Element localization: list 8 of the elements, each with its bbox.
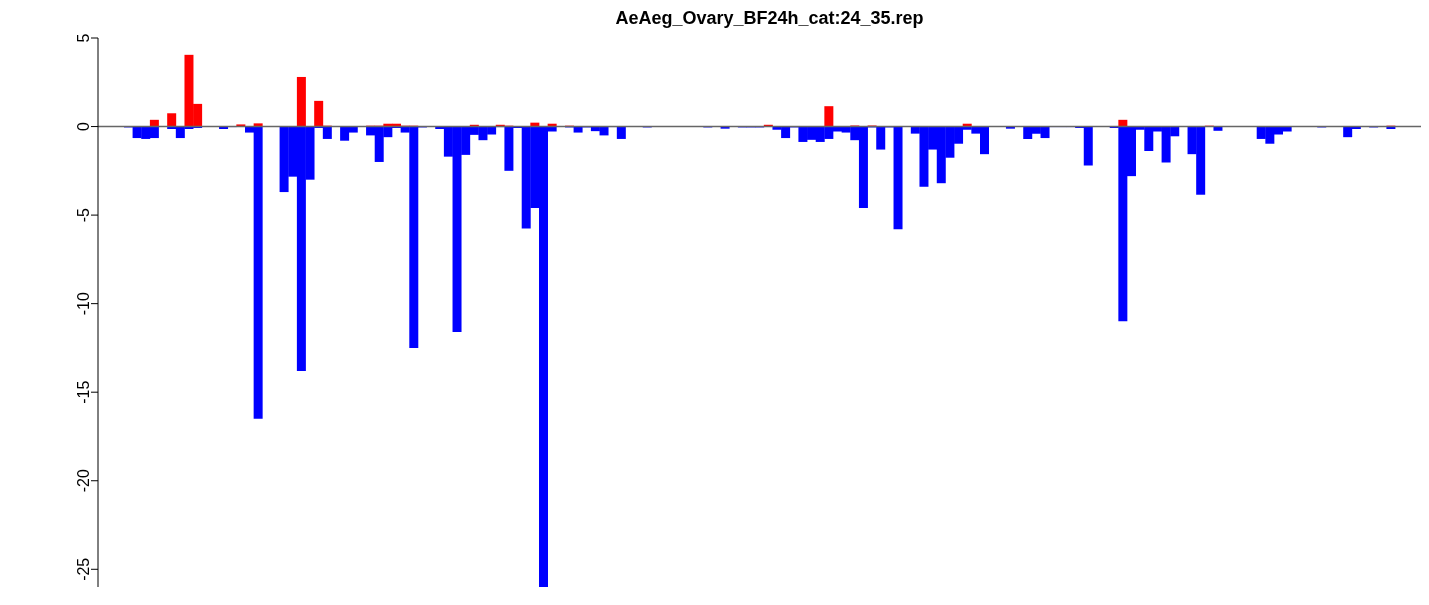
y-tick-label: 0 (75, 122, 92, 131)
y-tick-label: -5 (75, 207, 92, 223)
y-tick-label: -15 (75, 380, 92, 404)
chart-title: AeAeg_Ovary_BF24h_cat:24_35.rep (614, 8, 925, 30)
y-tick-label: -25 (75, 557, 92, 581)
y-tick-label: 5 (75, 33, 92, 43)
y-tick-label: -20 (75, 469, 92, 493)
y-tick-label: -10 (75, 291, 92, 316)
